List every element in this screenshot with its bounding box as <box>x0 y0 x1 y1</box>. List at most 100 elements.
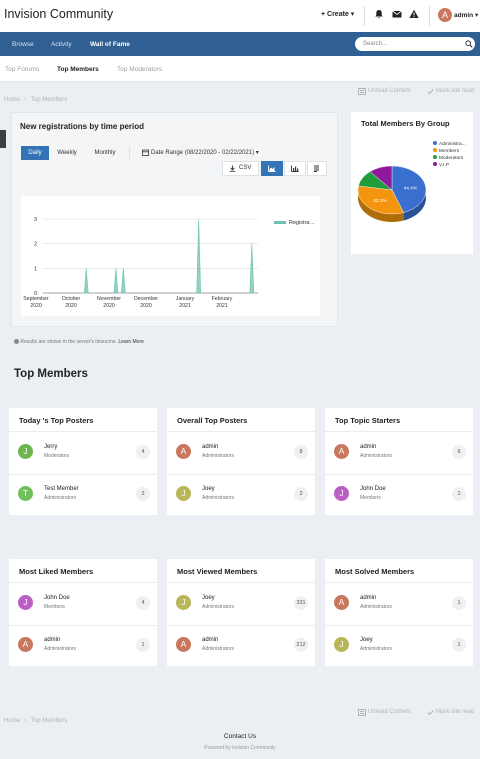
member-group: Administrators <box>360 453 392 459</box>
member-avatar[interactable]: A <box>18 637 33 652</box>
legend-label[interactable]: Moderators <box>439 155 464 161</box>
x-tick-month: September <box>23 296 49 302</box>
member-avatar[interactable]: J <box>18 444 33 459</box>
member-count-badge: 1 <box>136 638 150 652</box>
member-count-badge: 1 <box>452 487 466 501</box>
member-group: Administrators <box>360 646 392 652</box>
member-avatar[interactable]: A <box>176 637 191 652</box>
tab-top-members[interactable]: Top Members <box>57 66 99 73</box>
legend-dot <box>433 155 437 159</box>
powered-by: Powered by Invision Community <box>204 745 276 751</box>
warning-icon[interactable] <box>409 9 419 19</box>
member-avatar[interactable]: J <box>334 637 349 652</box>
card-divider <box>167 582 315 583</box>
nav-activity[interactable]: Activity <box>51 41 72 48</box>
legend-label[interactable]: Members <box>439 148 460 154</box>
registration-spike[interactable] <box>120 268 126 294</box>
legend-dot <box>433 162 437 166</box>
member-avatar[interactable]: J <box>176 595 191 610</box>
mail-icon[interactable] <box>392 9 402 19</box>
registration-spike[interactable] <box>196 218 201 294</box>
card-divider <box>167 431 315 432</box>
member-name[interactable]: admin <box>360 595 377 601</box>
registration-spike[interactable] <box>249 243 255 294</box>
user-avatar[interactable]: A <box>438 8 452 22</box>
member-name[interactable]: Test Member <box>44 486 79 492</box>
legend-swatch <box>274 221 286 224</box>
card-divider <box>325 582 473 583</box>
member-name[interactable]: admin <box>44 637 61 643</box>
nav-browse[interactable]: Browse <box>12 41 34 48</box>
member-avatar[interactable]: J <box>176 486 191 501</box>
legend-label[interactable]: V.I.P. <box>439 162 450 168</box>
area-chart-icon <box>268 165 276 172</box>
mark-site-read-link[interactable]: Mark site read <box>436 709 475 715</box>
leaderboard-card <box>167 408 315 515</box>
member-name[interactable]: admin <box>202 637 219 643</box>
search-placeholder: Search... <box>363 41 388 47</box>
tab-weekly[interactable]: Weekly <box>57 150 77 156</box>
registration-spike[interactable] <box>113 268 119 294</box>
pie-slice[interactable] <box>391 165 427 213</box>
leaderboard-card-title: Most Solved Members <box>335 567 415 576</box>
member-avatar[interactable]: J <box>334 486 349 501</box>
tab-top-forums[interactable]: Top Forums <box>5 66 40 73</box>
user-menu[interactable]: admin ▾ <box>454 12 479 19</box>
registrations-title: New registrations by time period <box>20 122 145 131</box>
create-button[interactable]: + Create ▾ <box>321 11 355 18</box>
member-avatar[interactable]: T <box>18 486 33 501</box>
bar-chart-icon <box>291 165 299 172</box>
member-group: Administrators <box>202 604 234 610</box>
member-name[interactable]: John Doe <box>360 486 386 492</box>
legend-label[interactable]: Registra… <box>289 220 315 226</box>
date-range-selector[interactable]: Date Range (08/22/2020 - 02/22/2021) ▾ <box>151 150 259 156</box>
bell-icon[interactable] <box>374 9 384 19</box>
member-name[interactable]: Joey <box>202 486 215 492</box>
member-count-badge: 1 <box>452 638 466 652</box>
member-avatar[interactable]: A <box>334 595 349 610</box>
member-count-badge: 4 <box>136 596 150 610</box>
member-count-badge: 331 <box>294 596 308 610</box>
member-avatar[interactable]: J <box>18 595 33 610</box>
member-group: Administrators <box>202 646 234 652</box>
member-avatar[interactable]: A <box>176 444 191 459</box>
member-name[interactable]: Joey <box>360 637 373 643</box>
csv-button[interactable] <box>222 161 259 176</box>
x-tick-month: February <box>212 296 233 302</box>
pie-slice[interactable] <box>369 165 393 191</box>
contact-us-link[interactable]: Contact Us <box>223 733 257 740</box>
member-name[interactable]: admin <box>360 444 377 450</box>
member-name[interactable]: Joey <box>202 595 215 601</box>
registration-spike[interactable] <box>83 268 89 294</box>
csv-label: CSV <box>239 165 252 171</box>
tab-monthly[interactable]: Monthly <box>94 150 116 156</box>
member-name[interactable]: Jerry <box>44 444 58 450</box>
search-input[interactable] <box>355 37 475 51</box>
unread-content-link[interactable]: Unread Content <box>368 88 411 94</box>
member-group: Administrators <box>360 604 392 610</box>
y-tick-label: 0 <box>34 291 37 297</box>
registrations-chart-area <box>21 196 320 316</box>
table-icon <box>314 165 319 172</box>
pie-slice[interactable] <box>357 185 404 215</box>
breadcrumb-home[interactable]: Home <box>4 97 21 103</box>
legend-label[interactable]: Administra... <box>439 141 466 147</box>
breadcrumb-home[interactable]: Home <box>4 718 21 724</box>
member-avatar[interactable]: A <box>334 444 349 459</box>
learn-more-link[interactable]: Learn More <box>118 339 144 345</box>
x-tick-month: January <box>176 296 195 302</box>
search-icon[interactable] <box>465 40 473 48</box>
mark-site-read-link[interactable]: Mark site read <box>436 88 475 94</box>
member-name[interactable]: admin <box>202 444 219 450</box>
tab-daily[interactable]: Daily <box>21 146 49 160</box>
unread-content-link[interactable]: Unread Content <box>368 709 411 715</box>
tab-top-moderators[interactable]: Top Moderators <box>117 66 163 73</box>
site-title[interactable]: Invision Community <box>4 7 114 21</box>
nav-wall-of-fame[interactable]: Wall of Fame <box>90 41 130 48</box>
check-icon <box>427 89 434 95</box>
member-name[interactable]: John Doe <box>44 595 70 601</box>
side-tab[interactable] <box>0 130 6 148</box>
x-tick-month: December <box>134 296 158 302</box>
header-divider <box>364 6 365 26</box>
pie-slice-side <box>358 185 404 222</box>
